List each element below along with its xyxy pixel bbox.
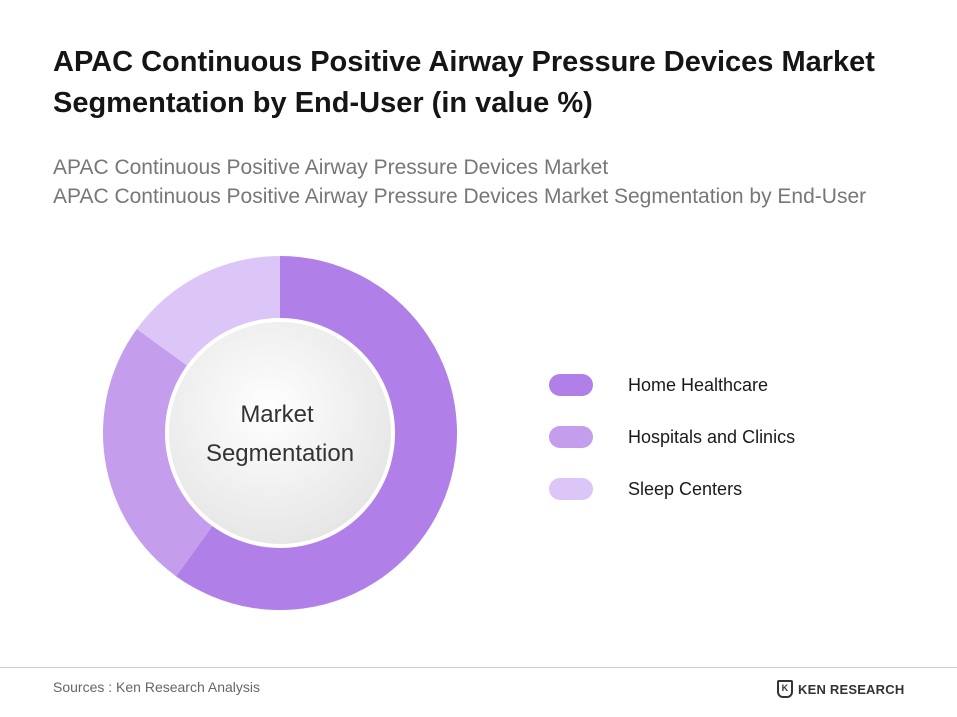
legend-label: Hospitals and Clinics <box>628 426 796 447</box>
chart-title: APAC Continuous Positive Airway Pressure… <box>53 46 875 119</box>
legend-swatch <box>549 478 593 500</box>
legend-item-sleep-centers[interactable]: Sleep Centers <box>549 476 795 502</box>
donut-center <box>165 318 395 548</box>
center-label-line-1: Market <box>240 401 314 428</box>
legend-label: Sleep Centers <box>628 478 743 499</box>
legend-swatch <box>549 374 593 396</box>
footer-divider <box>0 667 957 668</box>
legend-label: Home Healthcare <box>628 374 769 395</box>
legend-swatch <box>549 426 593 448</box>
logo-mark-icon: K <box>777 680 793 698</box>
source-note: Sources : Ken Research Analysis <box>53 679 260 695</box>
chart-subtitle-2: APAC Continuous Positive Airway Pressure… <box>53 185 867 208</box>
legend: Home Healthcare Hospitals and Clinics Sl… <box>549 372 795 528</box>
chart-subtitle-1: APAC Continuous Positive Airway Pressure… <box>53 156 609 179</box>
ken-research-logo: K KEN RESEARCH <box>777 680 904 698</box>
center-label-line-2: Segmentation <box>206 440 354 467</box>
logo-text: KEN RESEARCH <box>798 681 905 697</box>
legend-item-hospitals-and-clinics[interactable]: Hospitals and Clinics <box>549 424 795 450</box>
legend-item-home-healthcare[interactable]: Home Healthcare <box>549 372 795 398</box>
